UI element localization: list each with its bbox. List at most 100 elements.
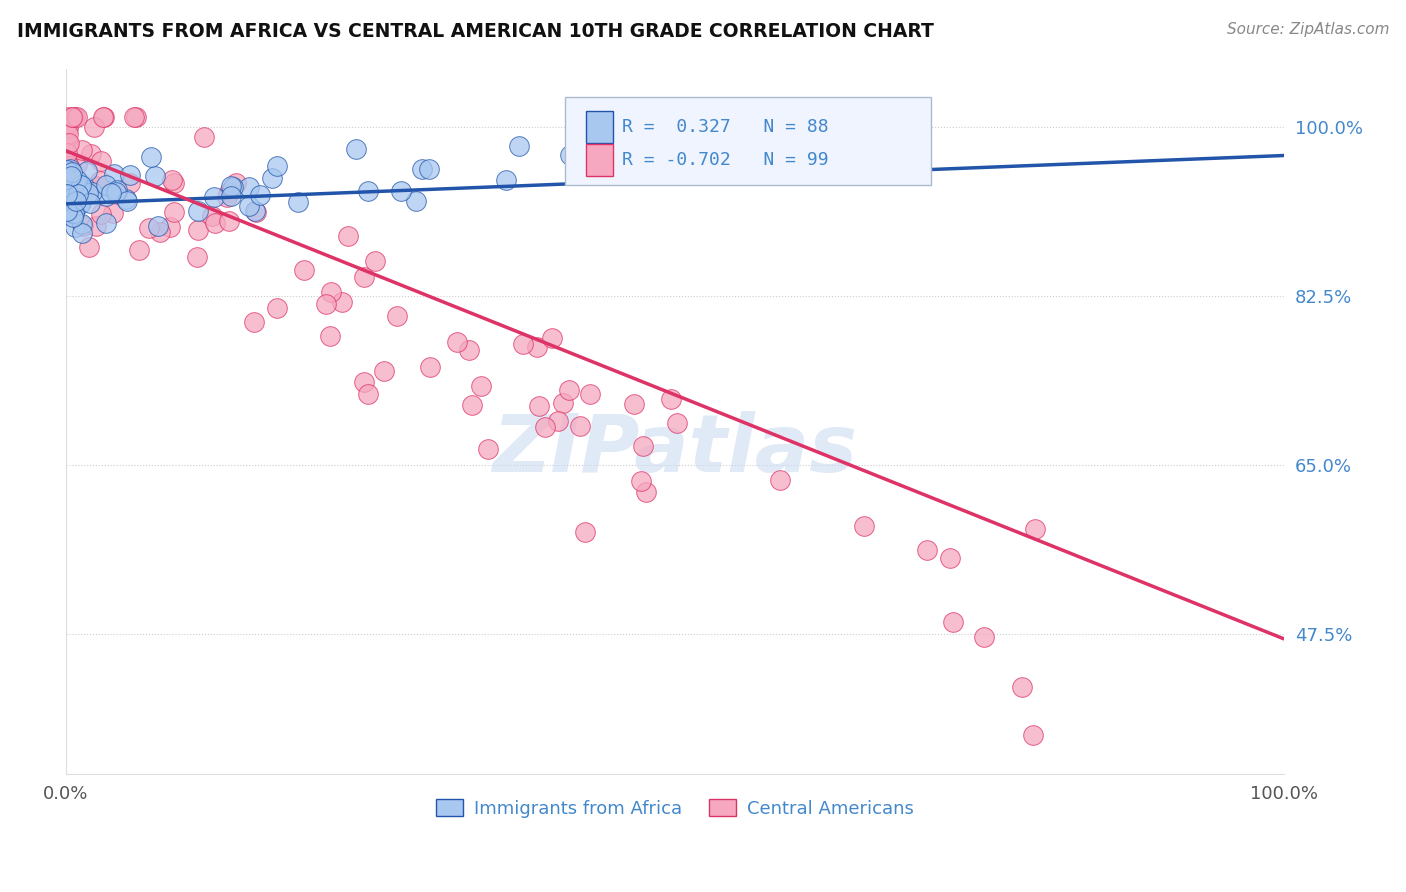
Point [63, 110, 86, 124]
Point [939, 551, 962, 566]
Point [58, 165, 80, 179]
Text: IMMIGRANTS FROM AFRICA VS CENTRAL AMERICAN 10TH GRADE CORRELATION CHART: IMMIGRANTS FROM AFRICA VS CENTRAL AMERIC… [17, 22, 934, 41]
Point [63, 176, 86, 190]
Point [58, 137, 80, 152]
Point [315, 297, 337, 311]
Point [215, 190, 238, 204]
Point [512, 336, 534, 351]
Point [82, 185, 104, 199]
Point [58, 136, 80, 151]
Point [204, 216, 226, 230]
Point [56, 203, 79, 218]
Point [193, 129, 215, 144]
Point [202, 189, 225, 203]
Point [66, 157, 89, 171]
Point [560, 148, 582, 162]
Point [115, 192, 138, 206]
Point [62, 210, 84, 224]
Point [245, 205, 267, 219]
Point [357, 184, 380, 198]
Point [59, 161, 82, 176]
Point [163, 176, 186, 190]
Point [58, 167, 80, 181]
Point [160, 173, 183, 187]
Point [56, 178, 79, 193]
Point [66, 110, 89, 124]
Point [70, 195, 93, 210]
Point [62, 110, 84, 124]
Point [249, 187, 271, 202]
Point [62, 189, 84, 203]
Point [458, 343, 481, 358]
Point [124, 110, 146, 124]
Point [56, 159, 79, 173]
Point [222, 180, 245, 194]
Point [56, 145, 79, 160]
Point [90, 153, 112, 168]
Point [117, 194, 139, 208]
Point [65, 194, 87, 208]
Point [353, 375, 375, 389]
Point [915, 542, 938, 557]
Point [266, 301, 288, 315]
Point [58, 170, 80, 185]
Point [90, 207, 112, 221]
Point [62, 195, 84, 210]
Point [63, 207, 86, 221]
Point [139, 151, 162, 165]
Point [89, 174, 111, 188]
Point [294, 262, 316, 277]
Point [337, 228, 360, 243]
Point [67, 187, 90, 202]
Point [574, 525, 596, 540]
Point [187, 223, 209, 237]
Point [243, 204, 266, 219]
Point [56, 182, 79, 196]
Point [84, 219, 107, 234]
Point [534, 420, 557, 434]
Point [65, 173, 87, 187]
Point [56, 193, 79, 207]
Point [86, 179, 108, 194]
Point [103, 168, 125, 182]
Point [356, 387, 378, 401]
Point [602, 110, 624, 124]
Point [633, 439, 655, 453]
Point [60, 164, 83, 178]
Point [73, 179, 96, 194]
Point [118, 168, 141, 182]
Point [100, 186, 122, 201]
Point [94, 189, 117, 203]
Point [541, 331, 564, 345]
Point [495, 173, 517, 187]
Point [201, 209, 224, 223]
Point [665, 417, 688, 431]
Point [582, 134, 605, 148]
Point [636, 484, 658, 499]
Point [363, 254, 385, 268]
Point [93, 110, 115, 124]
Point [58, 194, 80, 209]
Point [56, 178, 79, 193]
Point [470, 379, 492, 393]
Point [69, 186, 91, 200]
Point [138, 221, 160, 235]
Point [56, 176, 79, 190]
Point [62, 191, 84, 205]
Point [62, 190, 84, 204]
Point [623, 396, 645, 410]
Point [120, 177, 142, 191]
Point [56, 186, 79, 201]
Point [238, 199, 260, 213]
Point [526, 340, 548, 354]
Point [149, 225, 172, 239]
Point [94, 216, 117, 230]
Point [942, 615, 965, 629]
Point [58, 116, 80, 130]
Point [56, 164, 79, 178]
Point [125, 110, 148, 124]
Point [62, 206, 84, 220]
Point [62, 199, 84, 213]
Point [56, 167, 79, 181]
Point [419, 359, 441, 374]
